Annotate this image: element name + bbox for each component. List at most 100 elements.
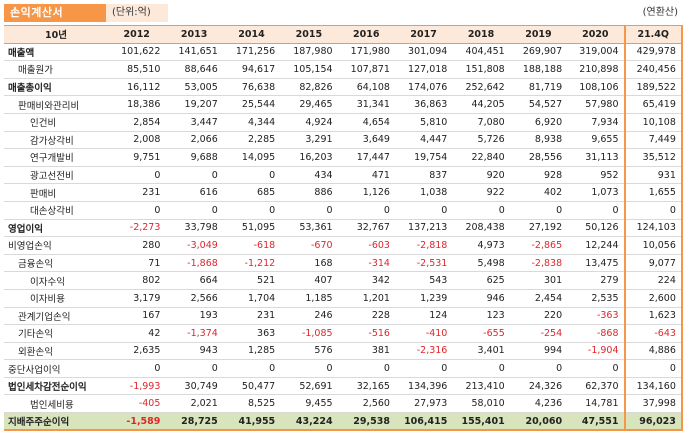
value-cell: 3,291: [280, 131, 338, 150]
table-row: 관계기업손익 167 193 231 246 228 124 123 220 -363 1,623: [4, 307, 683, 326]
value-cell: 155,401: [452, 412, 510, 432]
value-cell: 280: [108, 236, 166, 255]
value-cell: 31,341: [337, 95, 395, 114]
value-cell: 2,021: [165, 394, 223, 414]
value-cell: -868: [567, 324, 625, 343]
value-cell: 0: [337, 359, 395, 378]
value-cell: 213,410: [452, 376, 510, 396]
row-label: 매출액: [4, 43, 108, 62]
value-cell: 12,244: [567, 236, 625, 255]
header-year-2019: 2019: [509, 25, 568, 44]
value-cell: 5,726: [452, 131, 510, 150]
table-row: 판매비 231 616 685 886 1,126 1,038 922 402 1,073 1,65…: [4, 183, 683, 202]
row-label: 연구개발비: [4, 148, 108, 167]
value-cell: 65,419: [623, 95, 683, 114]
value-cell: 301: [509, 271, 568, 290]
value-cell: 5,810: [394, 113, 453, 132]
value-cell: 922: [452, 183, 510, 202]
header-year-2012: 2012: [108, 25, 166, 44]
value-cell: 576: [280, 342, 338, 361]
table-row: 매출원가 85,510 88,646 94,617 105,154 107,871 127,…: [4, 60, 683, 79]
value-cell: 625: [452, 271, 510, 290]
value-cell: 0: [452, 359, 510, 378]
value-cell: 402: [509, 183, 568, 202]
value-cell: 220: [509, 307, 568, 326]
value-cell: 928: [509, 166, 568, 185]
value-cell: 1,285: [222, 342, 281, 361]
value-cell: 994: [509, 342, 568, 361]
value-cell: 187,980: [280, 43, 338, 62]
value-cell: 4,886: [623, 342, 683, 361]
value-cell: 404,451: [452, 43, 510, 62]
value-cell: 1,704: [222, 289, 281, 308]
value-cell: 2,008: [108, 131, 166, 150]
value-cell: -2,838: [509, 254, 568, 273]
row-label: 비영업손익: [4, 236, 108, 255]
value-cell: 17,447: [337, 148, 395, 167]
value-cell: -516: [337, 324, 395, 343]
value-cell: 141,651: [165, 43, 223, 62]
header-year-2020: 2020: [567, 25, 625, 44]
value-cell: 685: [222, 183, 281, 202]
value-cell: 62,370: [567, 376, 625, 396]
value-cell: 35,512: [623, 148, 683, 167]
value-cell: 664: [165, 271, 223, 290]
value-cell: 837: [394, 166, 453, 185]
value-cell: 1,239: [394, 289, 453, 308]
row-label: 이자비용: [4, 289, 108, 308]
value-cell: 88,646: [165, 60, 223, 79]
value-cell: 82,826: [280, 77, 338, 97]
table-row: 지배주주순이익 -1,589 28,725 41,955 43,224 29,538 106…: [4, 412, 683, 432]
row-label: 대손상각비: [4, 201, 108, 220]
value-cell: 41,955: [222, 412, 281, 432]
statement-title: 손익계산서: [4, 4, 106, 22]
value-cell: 0: [394, 201, 453, 220]
table-row: 연구개발비 9,751 9,688 14,095 16,203 17,447 19,754 2…: [4, 148, 683, 167]
value-cell: 19,207: [165, 95, 223, 114]
value-cell: 36,863: [394, 95, 453, 114]
value-cell: 279: [567, 271, 625, 290]
value-cell: 4,344: [222, 113, 281, 132]
value-cell: 53,005: [165, 77, 223, 97]
table-row: 이자수익 802 664 521 407 342 543 625 301 279 224: [4, 271, 683, 290]
value-cell: -314: [337, 254, 395, 273]
value-cell: 167: [108, 307, 166, 326]
value-cell: 81,719: [509, 77, 568, 97]
value-cell: 208,438: [452, 218, 510, 238]
value-cell: -1,374: [165, 324, 223, 343]
value-cell: -603: [337, 236, 395, 255]
value-cell: 32,165: [337, 376, 395, 396]
header-year-2013: 2013: [165, 25, 223, 44]
value-cell: 1,185: [280, 289, 338, 308]
value-cell: -1,904: [567, 342, 625, 361]
value-cell: 134,160: [623, 376, 683, 396]
value-cell: 0: [567, 201, 625, 220]
value-cell: 0: [108, 166, 166, 185]
value-cell: -410: [394, 324, 453, 343]
value-cell: 105,154: [280, 60, 338, 79]
value-cell: 1,073: [567, 183, 625, 202]
value-cell: -655: [452, 324, 510, 343]
value-cell: -643: [623, 324, 683, 343]
value-cell: 920: [452, 166, 510, 185]
value-cell: 29,538: [337, 412, 395, 432]
value-cell: 0: [280, 359, 338, 378]
value-cell: 2,854: [108, 113, 166, 132]
value-cell: 28,556: [509, 148, 568, 167]
value-cell: 381: [337, 342, 395, 361]
value-cell: 886: [280, 183, 338, 202]
value-cell: 2,454: [509, 289, 568, 308]
value-cell: 96,023: [623, 412, 683, 432]
value-cell: 1,126: [337, 183, 395, 202]
value-cell: 1,655: [623, 183, 683, 202]
value-cell: 952: [567, 166, 625, 185]
value-cell: 14,095: [222, 148, 281, 167]
row-label: 법인세비용: [4, 394, 108, 414]
row-label: 기타손익: [4, 324, 108, 343]
header-year-21.4Q: 21.4Q: [623, 25, 683, 44]
value-cell: 4,924: [280, 113, 338, 132]
value-cell: 50,126: [567, 218, 625, 238]
row-label: 매출원가: [4, 60, 108, 79]
value-cell: 18,386: [108, 95, 166, 114]
value-cell: 0: [280, 201, 338, 220]
